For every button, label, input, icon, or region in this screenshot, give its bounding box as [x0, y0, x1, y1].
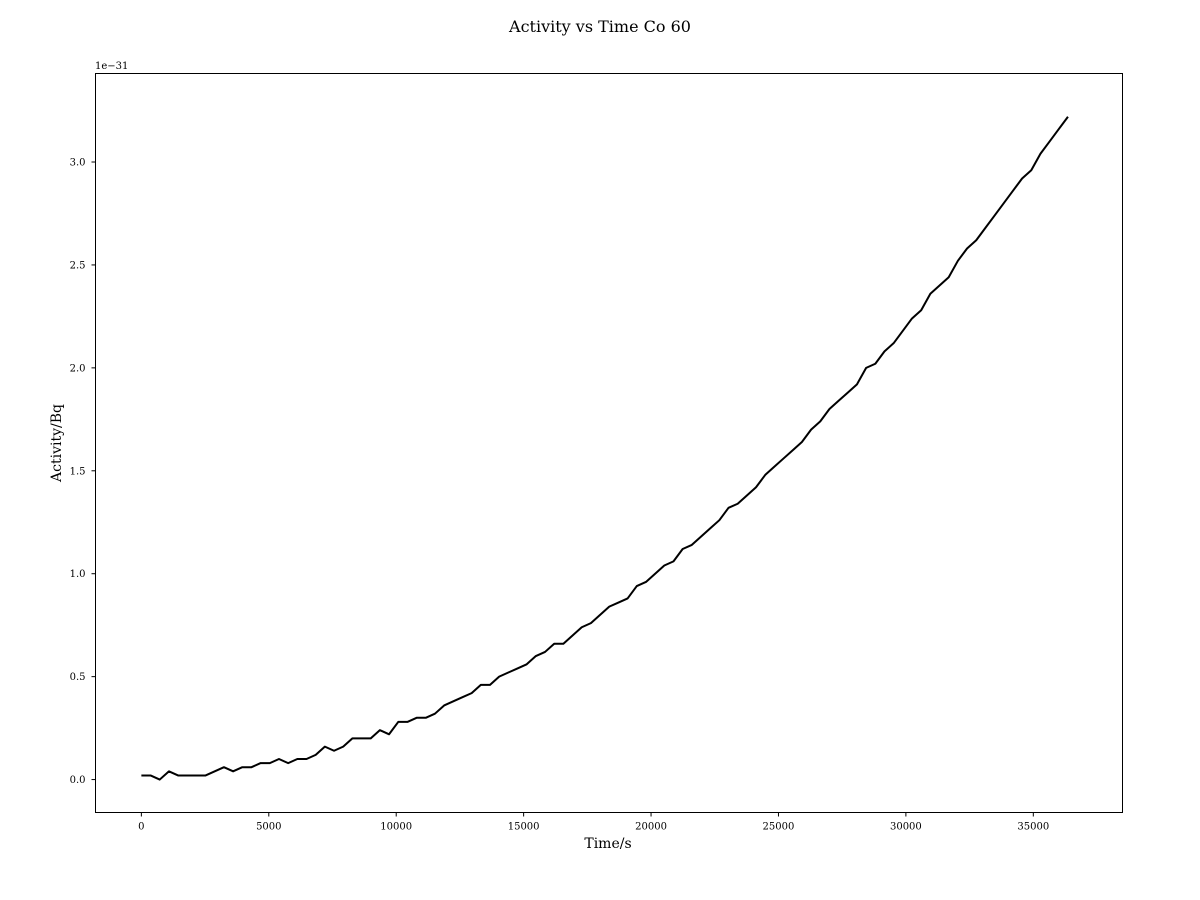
- y-tick-label: 0.0: [70, 775, 86, 786]
- x-axis-ticks: 0 5000 10000 15000 20000 25000 30000 35000: [138, 812, 1049, 833]
- x-tick-label: 20000: [635, 822, 667, 833]
- y-tick-label: 2.5: [70, 260, 86, 271]
- x-tick-label: 25000: [763, 822, 795, 833]
- x-axis-label: Time/s: [584, 836, 631, 852]
- x-tick-label: 15000: [508, 822, 540, 833]
- x-tick-label: 5000: [256, 822, 281, 833]
- x-tick-label: 0: [138, 822, 144, 833]
- y-tick-label: 1.5: [70, 466, 86, 477]
- y-tick-label: 3.0: [70, 158, 86, 169]
- x-tick-label: 35000: [1017, 822, 1049, 833]
- y-tick-label: 1.0: [70, 569, 86, 580]
- y-axis-offset-label: 1e−31: [95, 61, 128, 72]
- y-tick-label: 2.0: [70, 363, 86, 374]
- y-axis-label: Activity/Bq: [49, 404, 65, 483]
- x-tick-label: 30000: [890, 822, 922, 833]
- x-tick-label: 10000: [380, 822, 412, 833]
- y-axis-ticks: 0.0 0.5 1.0 1.5 2.0 2.5 3.0: [70, 158, 96, 786]
- series-line: [141, 116, 1069, 781]
- y-tick-label: 0.5: [70, 672, 86, 683]
- plot-frame: [95, 73, 1123, 813]
- chart-title: Activity vs Time Co 60: [508, 17, 691, 36]
